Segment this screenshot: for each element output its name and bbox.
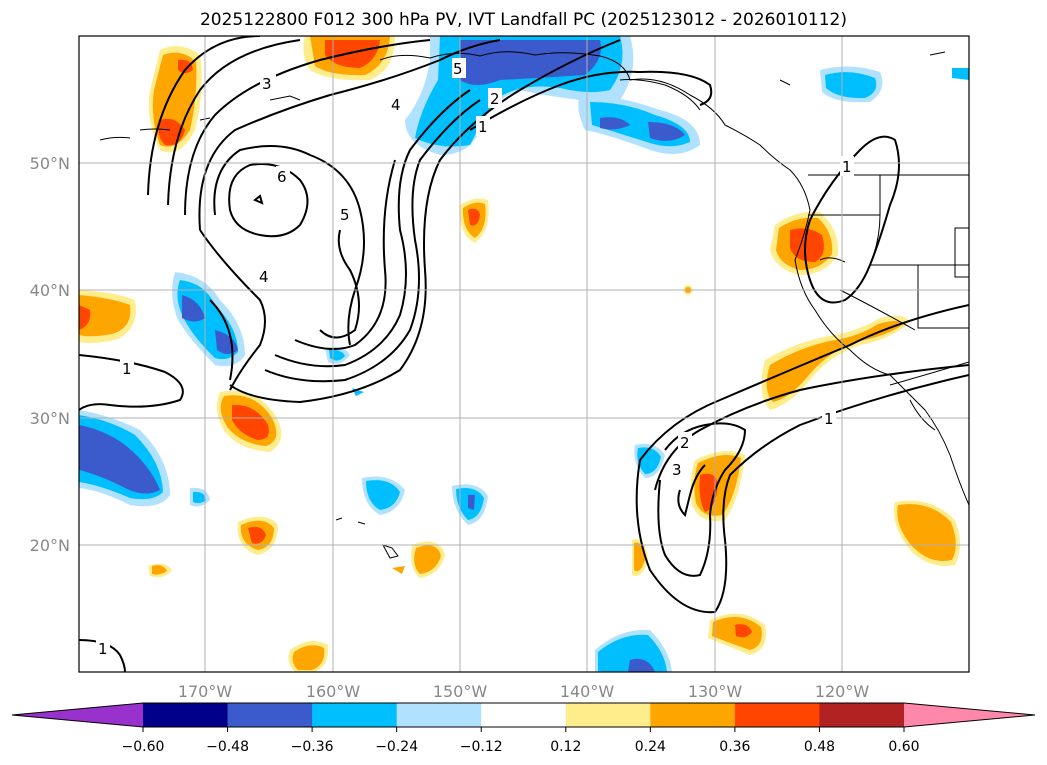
gridlines xyxy=(79,36,969,672)
contour-labels: 3 4 5 2 1 6 5 4 1 1 2 3 1 1 xyxy=(96,58,854,658)
lon-label: 170°W xyxy=(178,682,233,701)
longitude-labels: 170°W 160°W 150°W 140°W 130°W 120°W xyxy=(178,682,870,701)
colorbar-tick-label: −0.60 xyxy=(122,739,165,755)
contour-label: 1 xyxy=(98,640,108,658)
contour-label: 3 xyxy=(262,75,272,93)
colorbar-tick-label: −0.48 xyxy=(206,739,249,755)
contour-label: 1 xyxy=(842,158,852,176)
lon-label: 140°W xyxy=(560,682,615,701)
lat-label: 50°N xyxy=(30,154,70,173)
colorbar: −0.60 −0.48 −0.36 −0.24 −0.12 0.12 0.24 0.36 0.4… xyxy=(11,702,1036,755)
colorbar-tick-label: 0.12 xyxy=(550,739,581,755)
colorbar-tick-label: 0.48 xyxy=(804,739,835,755)
plot-frame xyxy=(78,35,970,673)
colorbar-segment xyxy=(227,703,313,727)
lat-label: 30°N xyxy=(30,409,70,428)
contour-label: 3 xyxy=(672,461,682,479)
lat-label: 40°N xyxy=(30,281,70,300)
colorbar-tick-label: 0.60 xyxy=(888,739,919,755)
contour-label: 6 xyxy=(277,168,287,186)
contour-label: 5 xyxy=(453,60,463,78)
colorbar-segment xyxy=(312,703,398,727)
colorbar-extend-low xyxy=(12,703,143,727)
lon-label: 120°W xyxy=(815,682,870,701)
colorbar-segment xyxy=(819,703,905,727)
colorbar-segment xyxy=(734,703,820,727)
contour-label: 5 xyxy=(340,206,350,224)
colorbar-segment xyxy=(143,703,229,727)
lat-label: 20°N xyxy=(30,536,70,555)
colorbar-segment xyxy=(650,703,736,727)
lon-label: 130°W xyxy=(688,682,743,701)
contour-label: 2 xyxy=(680,434,690,452)
colorbar-extend-high xyxy=(904,703,1035,727)
colorbar-tick-label: −0.12 xyxy=(460,739,503,755)
contour-label: 4 xyxy=(259,268,269,286)
colorbar-tick-label: 0.24 xyxy=(635,739,666,755)
lon-label: 150°W xyxy=(433,682,488,701)
colorbar-segment xyxy=(396,703,482,727)
lon-label: 160°W xyxy=(306,682,361,701)
coastlines xyxy=(99,51,969,559)
contour-label: 1 xyxy=(478,118,488,136)
contour-label: 4 xyxy=(391,96,401,114)
latitude-labels: 50°N 40°N 30°N 20°N xyxy=(30,154,70,555)
contour-label: 2 xyxy=(490,90,500,108)
colorbar-segment xyxy=(481,703,567,727)
colorbar-tick-label: 0.36 xyxy=(719,739,750,755)
contour-label: 1 xyxy=(122,360,132,378)
colorbar-segment xyxy=(565,703,651,727)
map-title: 2025122800 F012 300 hPa PV, IVT Landfall… xyxy=(199,10,847,30)
colorbar-tick-label: −0.36 xyxy=(291,739,334,755)
pv-contours xyxy=(79,36,969,672)
colorbar-tick-label: −0.24 xyxy=(375,739,418,755)
contour-label: 1 xyxy=(824,410,834,428)
